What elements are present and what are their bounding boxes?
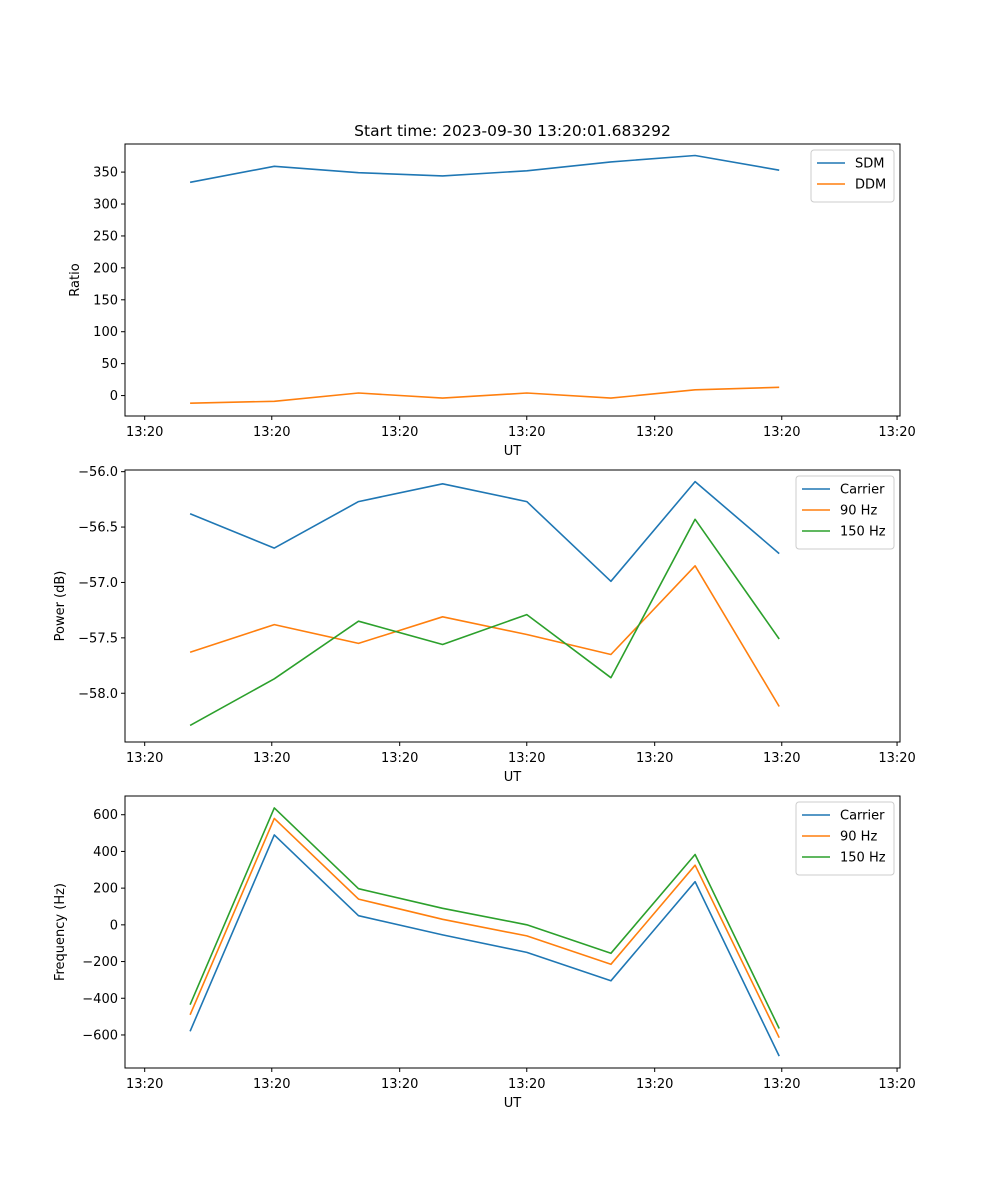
series-line-90-hz <box>189 564 780 707</box>
x-tick-label: 13:20 <box>878 425 915 440</box>
legend: Carrier 90 Hz 150 Hz <box>795 801 895 876</box>
x-tick-label: 13:20 <box>636 1077 673 1092</box>
x-tick-label: 13:20 <box>126 751 163 766</box>
y-tick-label: −400 <box>82 992 118 1007</box>
y-tick-label: 0 <box>110 389 118 404</box>
legend-label: Carrier <box>840 809 885 824</box>
y-tick-label: −57.5 <box>78 631 118 646</box>
series-line-150-hz <box>189 807 780 1029</box>
x-tick-label: 13:20 <box>763 425 800 440</box>
y-tick-label: 350 <box>93 166 118 181</box>
plot-frame <box>124 469 901 743</box>
chart-panel-3: −600 −400 −200 0 200 400 600 13:20 13:20 13:20 13:… <box>53 795 916 1111</box>
x-tick-label: 13:20 <box>878 751 915 766</box>
series-line-carrier <box>189 834 780 1057</box>
x-tick-label: 13:20 <box>763 1077 800 1092</box>
x-tick-label: 13:20 <box>508 425 545 440</box>
chart-title: Start time: 2023-09-30 13:20:01.683292 <box>354 122 671 140</box>
series-line-150-hz <box>189 518 780 727</box>
legend-label: 150 Hz <box>840 851 886 866</box>
x-tick-label: 13:20 <box>878 1077 915 1092</box>
y-tick-label: 150 <box>93 293 118 308</box>
y-tick-label: −57.0 <box>78 576 118 591</box>
y-tick-label: 200 <box>93 882 118 897</box>
legend-label: Carrier <box>840 483 885 498</box>
y-tick-label: −56.0 <box>78 465 118 480</box>
y-tick-label: 200 <box>93 261 118 276</box>
y-tick-label: −600 <box>82 1028 118 1043</box>
x-tick-label: 13:20 <box>508 1077 545 1092</box>
y-tick-label: 300 <box>93 198 118 213</box>
x-axis-label: UT <box>504 444 522 459</box>
legend-label: 90 Hz <box>840 830 877 845</box>
series-line-carrier <box>189 480 780 583</box>
y-tick-label: −200 <box>82 955 118 970</box>
legend: Carrier 90 Hz 150 Hz <box>795 475 895 550</box>
legend-label: 150 Hz <box>840 525 886 540</box>
x-tick-label: 13:20 <box>636 425 673 440</box>
x-tick-label: 13:20 <box>381 751 418 766</box>
plot-frame <box>124 143 901 417</box>
y-tick-label: −58.0 <box>78 687 118 702</box>
y-axis-label: Power (dB) <box>53 571 68 642</box>
chart-panel-2: −58.0 −57.5 −57.0 −56.5 −56.0 13:20 13:20 13:20… <box>53 465 916 785</box>
y-tick-label: 0 <box>110 918 118 933</box>
y-tick-label: 600 <box>93 808 118 823</box>
x-tick-label: 13:20 <box>381 1077 418 1092</box>
series-line-ddm <box>190 386 780 404</box>
y-tick-label: 100 <box>93 325 118 340</box>
series-line-sdm <box>189 154 780 184</box>
x-tick-label: 13:20 <box>126 425 163 440</box>
y-tick-label: −56.5 <box>78 521 118 536</box>
y-axis-label: Ratio <box>68 263 83 296</box>
x-tick-label: 13:20 <box>508 751 545 766</box>
x-tick-label: 13:20 <box>253 1077 290 1092</box>
y-tick-label: 400 <box>93 845 118 860</box>
x-tick-label: 13:20 <box>636 751 673 766</box>
y-tick-label: 250 <box>93 229 118 244</box>
x-axis-label: UT <box>504 1096 522 1111</box>
x-axis-label: UT <box>504 770 522 785</box>
legend-label: SDM <box>855 157 884 172</box>
y-tick-label: 50 <box>101 357 118 372</box>
x-tick-label: 13:20 <box>381 425 418 440</box>
legend-label: 90 Hz <box>840 504 877 519</box>
plot-frame <box>124 795 901 1069</box>
x-tick-label: 13:20 <box>253 425 290 440</box>
series-line-90-hz <box>189 817 780 1039</box>
legend: SDM DDM <box>810 149 895 203</box>
x-tick-label: 13:20 <box>126 1077 163 1092</box>
y-axis-label: Frequency (Hz) <box>53 883 68 981</box>
x-tick-label: 13:20 <box>763 751 800 766</box>
x-tick-label: 13:20 <box>253 751 290 766</box>
chart-panel-1: 0 50 100 150 200 250 300 350 13:20 13:20 13:20 13:2… <box>68 122 916 459</box>
legend-label: DDM <box>855 178 886 193</box>
